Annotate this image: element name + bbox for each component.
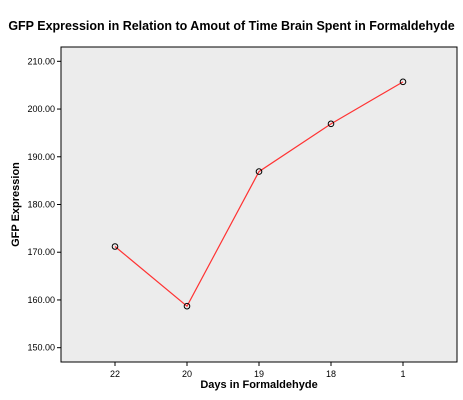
data-point xyxy=(327,120,335,128)
x-tick-label: 1 xyxy=(400,369,405,379)
data-point xyxy=(255,168,263,175)
y-tick-label: 210.00 xyxy=(27,56,55,66)
x-tick-label: 18 xyxy=(326,369,336,379)
x-tick-label: 19 xyxy=(254,369,264,379)
y-tick-label: 160.00 xyxy=(27,295,55,305)
y-axis-label: GFP Expression xyxy=(10,162,22,247)
data-point xyxy=(183,302,191,310)
series-line xyxy=(114,81,404,308)
y-axis: 150.00 160.00 170.00 180.00 190.00 200.00 210.… xyxy=(27,56,61,353)
y-tick-label: 200.00 xyxy=(27,104,55,114)
data-point xyxy=(399,78,407,86)
x-axis-label: Days in Formaldehyde xyxy=(200,379,317,391)
x-tick-label: 20 xyxy=(182,369,192,379)
data-series xyxy=(111,78,407,310)
x-axis: 22 20 19 18 1 xyxy=(110,362,406,379)
y-tick-label: 180.00 xyxy=(27,200,55,210)
chart-title: GFP Expression in Relation to Amout of T… xyxy=(8,19,454,33)
y-tick-label: 190.00 xyxy=(27,152,55,162)
y-tick-label: 150.00 xyxy=(27,343,55,353)
plot-area xyxy=(60,46,458,363)
data-point xyxy=(111,243,119,250)
x-tick-label: 22 xyxy=(110,369,120,379)
y-tick-label: 170.00 xyxy=(27,247,55,257)
